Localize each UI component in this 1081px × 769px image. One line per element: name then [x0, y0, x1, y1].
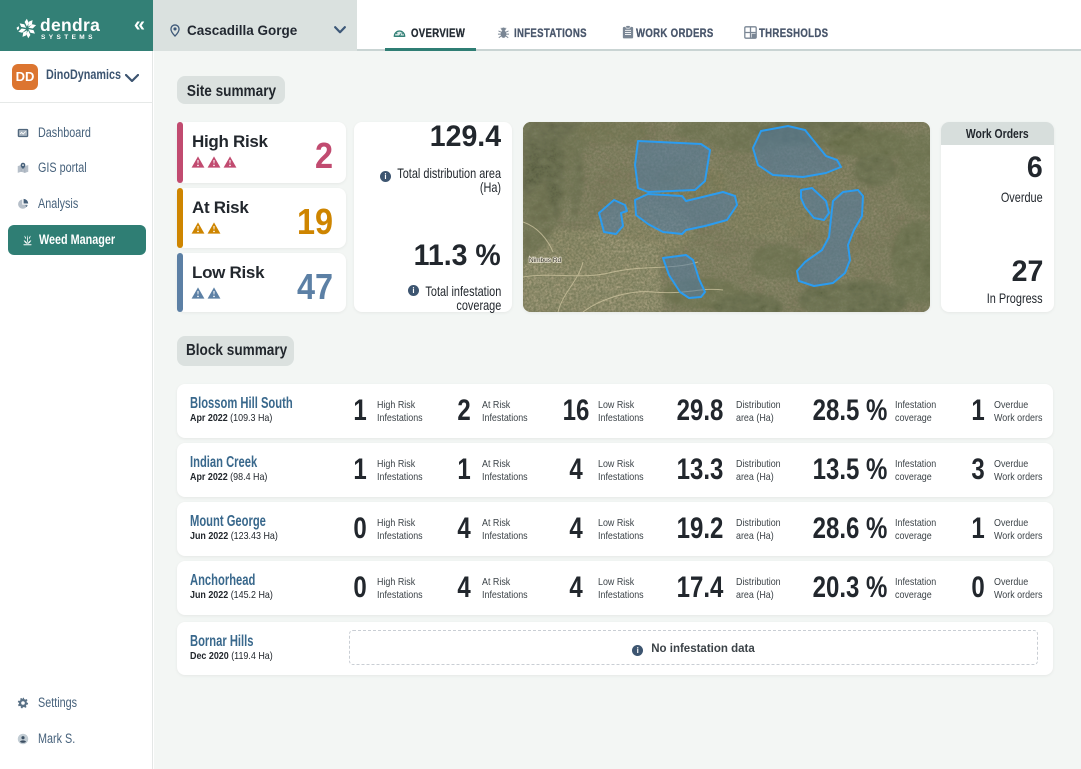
svg-text:Nimbus Rd: Nimbus Rd: [529, 257, 562, 264]
